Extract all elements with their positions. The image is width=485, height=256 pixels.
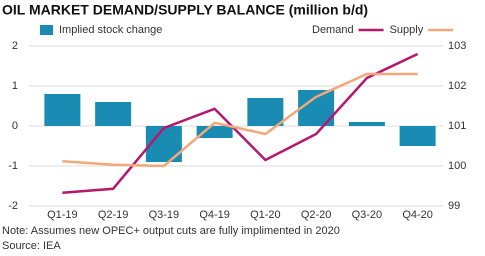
line [62, 52, 419, 195]
legend-label: Implied stock change [59, 24, 162, 36]
bar [399, 126, 436, 146]
y-tick-label: 2 [12, 40, 18, 52]
x-tick-label: Q4-20 [402, 209, 433, 221]
x-tick-label: Q3-20 [352, 209, 383, 221]
y-tick-label: -1 [8, 160, 18, 172]
y-tick-label: 1 [12, 80, 18, 92]
y2-tick-label: 100 [448, 160, 466, 172]
y2-tick-label: 103 [448, 40, 466, 52]
x-tick-label: Q3-19 [149, 209, 180, 221]
line [62, 72, 418, 168]
x-tick-label: Q1-19 [47, 209, 78, 221]
x-tick-label: Q4-19 [199, 209, 230, 221]
y2-tick-label: 102 [448, 80, 466, 92]
bar [348, 122, 385, 126]
x-tick-label: Q2-19 [98, 209, 129, 221]
chart-title: OIL MARKET DEMAND/SUPPLY BALANCE (millio… [2, 2, 368, 18]
legend-label: Supply [390, 24, 424, 36]
source: Source: IEA [2, 240, 61, 252]
legend-label: Demand [312, 24, 354, 36]
x-tick-label: Q2-20 [301, 209, 332, 221]
bar [95, 102, 132, 126]
y2-tick-label: 101 [448, 120, 466, 132]
y2-tick-label: 99 [448, 200, 460, 212]
x-tick-label: Q1-20 [250, 209, 281, 221]
bar [44, 94, 81, 126]
legend-swatch [40, 25, 53, 35]
y-tick-label: -2 [8, 200, 18, 212]
bar [247, 98, 284, 126]
note: Note: Assumes new OPEC+ output cuts are … [2, 225, 340, 237]
y-tick-label: 0 [12, 120, 18, 132]
